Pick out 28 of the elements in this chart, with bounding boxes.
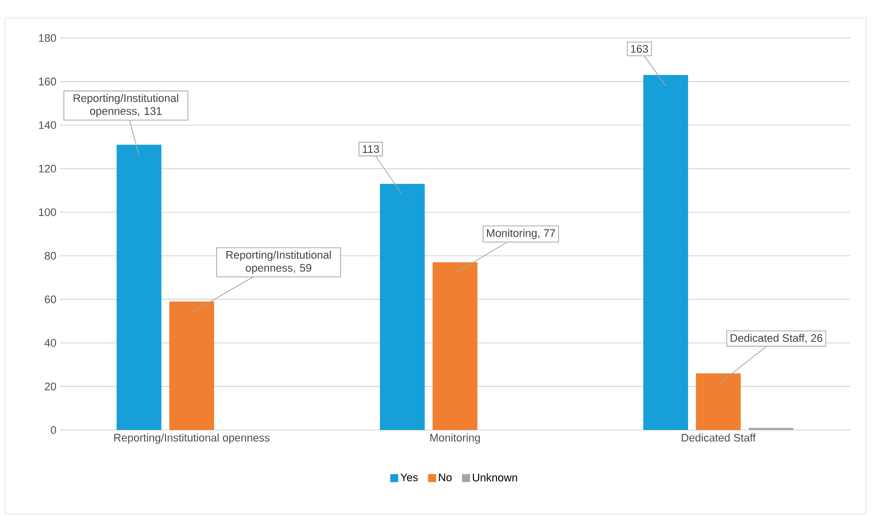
y-tick-label: 20 <box>44 382 56 390</box>
y-tick-label: 140 <box>39 121 56 129</box>
y-tick-label: 160 <box>39 78 56 86</box>
legend-label: Unknown <box>472 473 518 482</box>
data-label: 163 <box>631 45 648 53</box>
bar <box>432 262 478 430</box>
y-tick-label: 0 <box>50 426 56 434</box>
data-label: Reporting/Institutional openness, 59 <box>226 250 331 274</box>
bar <box>380 184 425 430</box>
y-tick-label: 180 <box>39 34 56 42</box>
legend-label: No <box>439 474 452 482</box>
x-tick-label: Monitoring <box>430 434 480 444</box>
bar <box>643 75 688 430</box>
x-tick-label: Reporting/Institutional openness <box>114 434 270 444</box>
data-label: 113 <box>362 145 379 153</box>
x-tick-label: Dedicated Staff <box>682 434 756 442</box>
y-tick-label: 80 <box>44 252 56 260</box>
bar <box>696 373 741 430</box>
bar <box>116 144 162 430</box>
y-tick-label: 60 <box>44 295 56 304</box>
data-label: Monitoring, 77 <box>487 228 555 240</box>
y-tick-label: 120 <box>39 164 56 173</box>
data-label: Dedicated Staff, 26 <box>730 334 822 344</box>
data-label: Reporting/Institutional openness, 131 <box>74 94 178 118</box>
y-tick-label: 40 <box>44 339 56 347</box>
bar <box>169 302 214 430</box>
legend-label: Yes <box>400 474 418 482</box>
y-tick-label: 100 <box>39 208 56 216</box>
